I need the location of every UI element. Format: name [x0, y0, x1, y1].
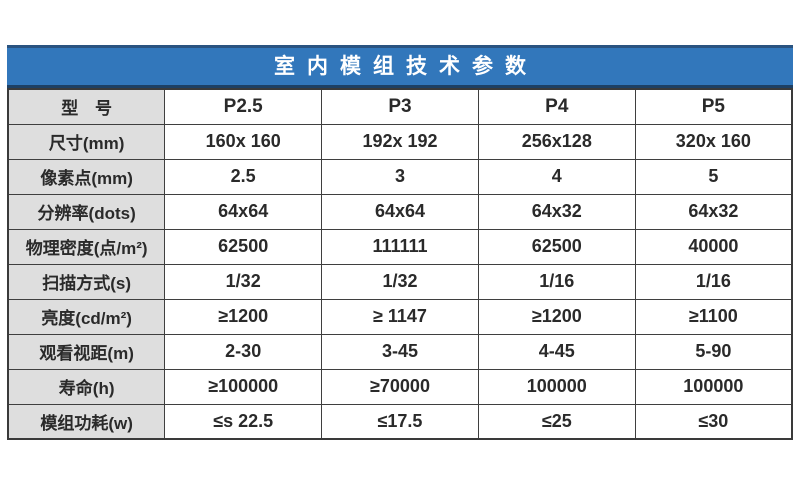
table-row-brightness: 亮度(cd/m²) ≥1200 ≥ 1147 ≥1200 ≥1100 — [7, 298, 793, 335]
row-label: 扫描方式(s) — [7, 263, 166, 300]
table-row-resolution: 分辨率(dots) 64x64 64x64 64x32 64x32 — [7, 193, 793, 230]
cell-value: 5 — [634, 158, 793, 195]
cell-value: ≥70000 — [321, 368, 479, 405]
cell-value: ≥1100 — [634, 298, 793, 335]
table-row-physical-density: 物理密度(点/m²) 62500 111111 62500 40000 — [7, 228, 793, 265]
row-label: 亮度(cd/m²) — [7, 298, 166, 335]
cell-value: 4-45 — [477, 333, 636, 370]
cell-value: 64x32 — [634, 193, 793, 230]
cell-value: ≤30 — [634, 403, 793, 440]
table-row-module-power: 模组功耗(w) ≤s 22.5 ≤17.5 ≤25 ≤30 — [7, 403, 793, 440]
cell-value: 100000 — [477, 368, 636, 405]
header-model-p4: P4 — [477, 88, 636, 125]
cell-value: 4 — [477, 158, 636, 195]
cell-value: 1/16 — [634, 263, 793, 300]
header-model-p3: P3 — [321, 88, 479, 125]
cell-value: 1/32 — [321, 263, 479, 300]
cell-value: 40000 — [634, 228, 793, 265]
cell-value: 1/16 — [477, 263, 636, 300]
spec-panel: 室内模组技术参数 型 号 P2.5 P3 P4 P5 尺寸(mm) 160x 1… — [7, 45, 793, 440]
header-model-label: 型 号 — [7, 88, 166, 125]
cell-value: 111111 — [321, 228, 479, 265]
cell-value: ≤17.5 — [321, 403, 479, 440]
cell-value: 3-45 — [321, 333, 479, 370]
table-row-lifespan: 寿命(h) ≥100000 ≥70000 100000 100000 — [7, 368, 793, 405]
cell-value: 320x 160 — [634, 123, 793, 160]
row-label: 分辨率(dots) — [7, 193, 166, 230]
row-label: 物理密度(点/m²) — [7, 228, 166, 265]
cell-value: 100000 — [634, 368, 793, 405]
cell-value: ≥ 1147 — [321, 298, 479, 335]
cell-value: 64x32 — [477, 193, 636, 230]
cell-value: 62500 — [164, 228, 323, 265]
cell-value: 1/32 — [164, 263, 323, 300]
cell-value: 64x64 — [164, 193, 323, 230]
row-label: 尺寸(mm) — [7, 123, 166, 160]
cell-value: 3 — [321, 158, 479, 195]
header-model-p2-5: P2.5 — [164, 88, 323, 125]
cell-value: 160x 160 — [164, 123, 323, 160]
cell-value: ≥100000 — [164, 368, 323, 405]
cell-value: 256x128 — [477, 123, 636, 160]
header-model-p5: P5 — [634, 88, 793, 125]
cell-value: 62500 — [477, 228, 636, 265]
cell-value: ≤s 22.5 — [164, 403, 323, 440]
row-label: 像素点(mm) — [7, 158, 166, 195]
cell-value: 5-90 — [634, 333, 793, 370]
table-title: 室内模组技术参数 — [7, 45, 793, 88]
row-label: 寿命(h) — [7, 368, 166, 405]
table-row-scan-mode: 扫描方式(s) 1/32 1/32 1/16 1/16 — [7, 263, 793, 300]
table-row-viewing-distance: 观看视距(m) 2-30 3-45 4-45 5-90 — [7, 333, 793, 370]
row-label: 观看视距(m) — [7, 333, 166, 370]
table-row-pixel-pitch: 像素点(mm) 2.5 3 4 5 — [7, 158, 793, 195]
cell-value: ≤25 — [477, 403, 636, 440]
cell-value: 2-30 — [164, 333, 323, 370]
cell-value: 64x64 — [321, 193, 479, 230]
cell-value: 192x 192 — [321, 123, 479, 160]
table-row-size: 尺寸(mm) 160x 160 192x 192 256x128 320x 16… — [7, 123, 793, 160]
row-label: 模组功耗(w) — [7, 403, 166, 440]
cell-value: 2.5 — [164, 158, 323, 195]
table-header-row: 型 号 P2.5 P3 P4 P5 — [7, 88, 793, 125]
cell-value: ≥1200 — [477, 298, 636, 335]
cell-value: ≥1200 — [164, 298, 323, 335]
spec-table: 型 号 P2.5 P3 P4 P5 尺寸(mm) 160x 160 192x 1… — [7, 88, 793, 440]
